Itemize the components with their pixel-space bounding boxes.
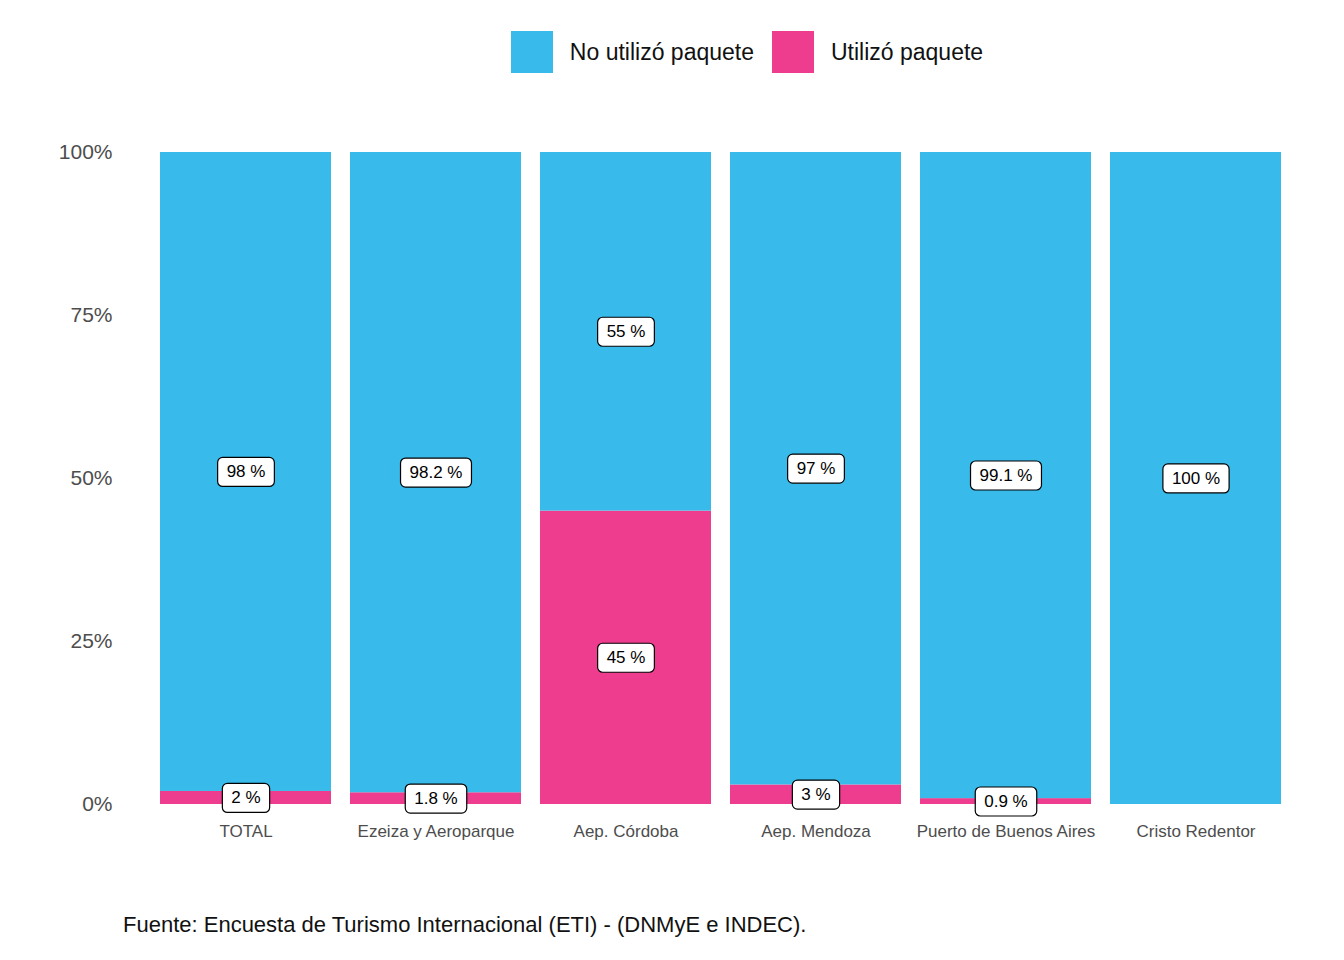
svg-text:1.8 %: 1.8 %: [414, 789, 457, 808]
html-text:Utilizó paquete: Utilizó paquete: [831, 38, 984, 65]
html-text:No utilizó paquete: No utilizó paquete: [569, 38, 754, 65]
svg-text:Puerto de Buenos Aires: Puerto de Buenos Aires: [917, 822, 1096, 841]
svg-text:98.2 %: 98.2 %: [410, 463, 463, 482]
svg-text:99.1 %: 99.1 %: [980, 466, 1033, 485]
svg-text:25%: 25%: [70, 629, 112, 652]
svg-text:50%: 50%: [70, 466, 112, 489]
svg-text:Aep. Córdoba: Aep. Córdoba: [574, 822, 679, 841]
svg-text:TOTAL: TOTAL: [219, 822, 272, 841]
svg-text:Aep. Mendoza: Aep. Mendoza: [761, 822, 871, 841]
svg-text:0%: 0%: [82, 792, 112, 815]
svg-text:100%: 100%: [59, 140, 113, 163]
svg-text:Ezeiza y Aeroparque: Ezeiza y Aeroparque: [358, 822, 515, 841]
svg-text:2 %: 2 %: [231, 788, 260, 807]
svg-text:98 %: 98 %: [227, 462, 266, 481]
svg-text:0.9 %: 0.9 %: [984, 792, 1027, 811]
svg-text:3 %: 3 %: [801, 785, 830, 804]
svg-text:75%: 75%: [70, 303, 112, 326]
svg-text:Cristo Redentor: Cristo Redentor: [1136, 822, 1255, 841]
svg-text:100 %: 100 %: [1172, 469, 1220, 488]
svg-text:45 %: 45 %: [607, 648, 646, 667]
svg-text:97 %: 97 %: [797, 459, 836, 478]
html-text:Fuente: Encuesta de Turismo In: Fuente: Encuesta de Turismo Internaciona…: [123, 912, 807, 937]
svg-text:55 %: 55 %: [607, 322, 646, 341]
